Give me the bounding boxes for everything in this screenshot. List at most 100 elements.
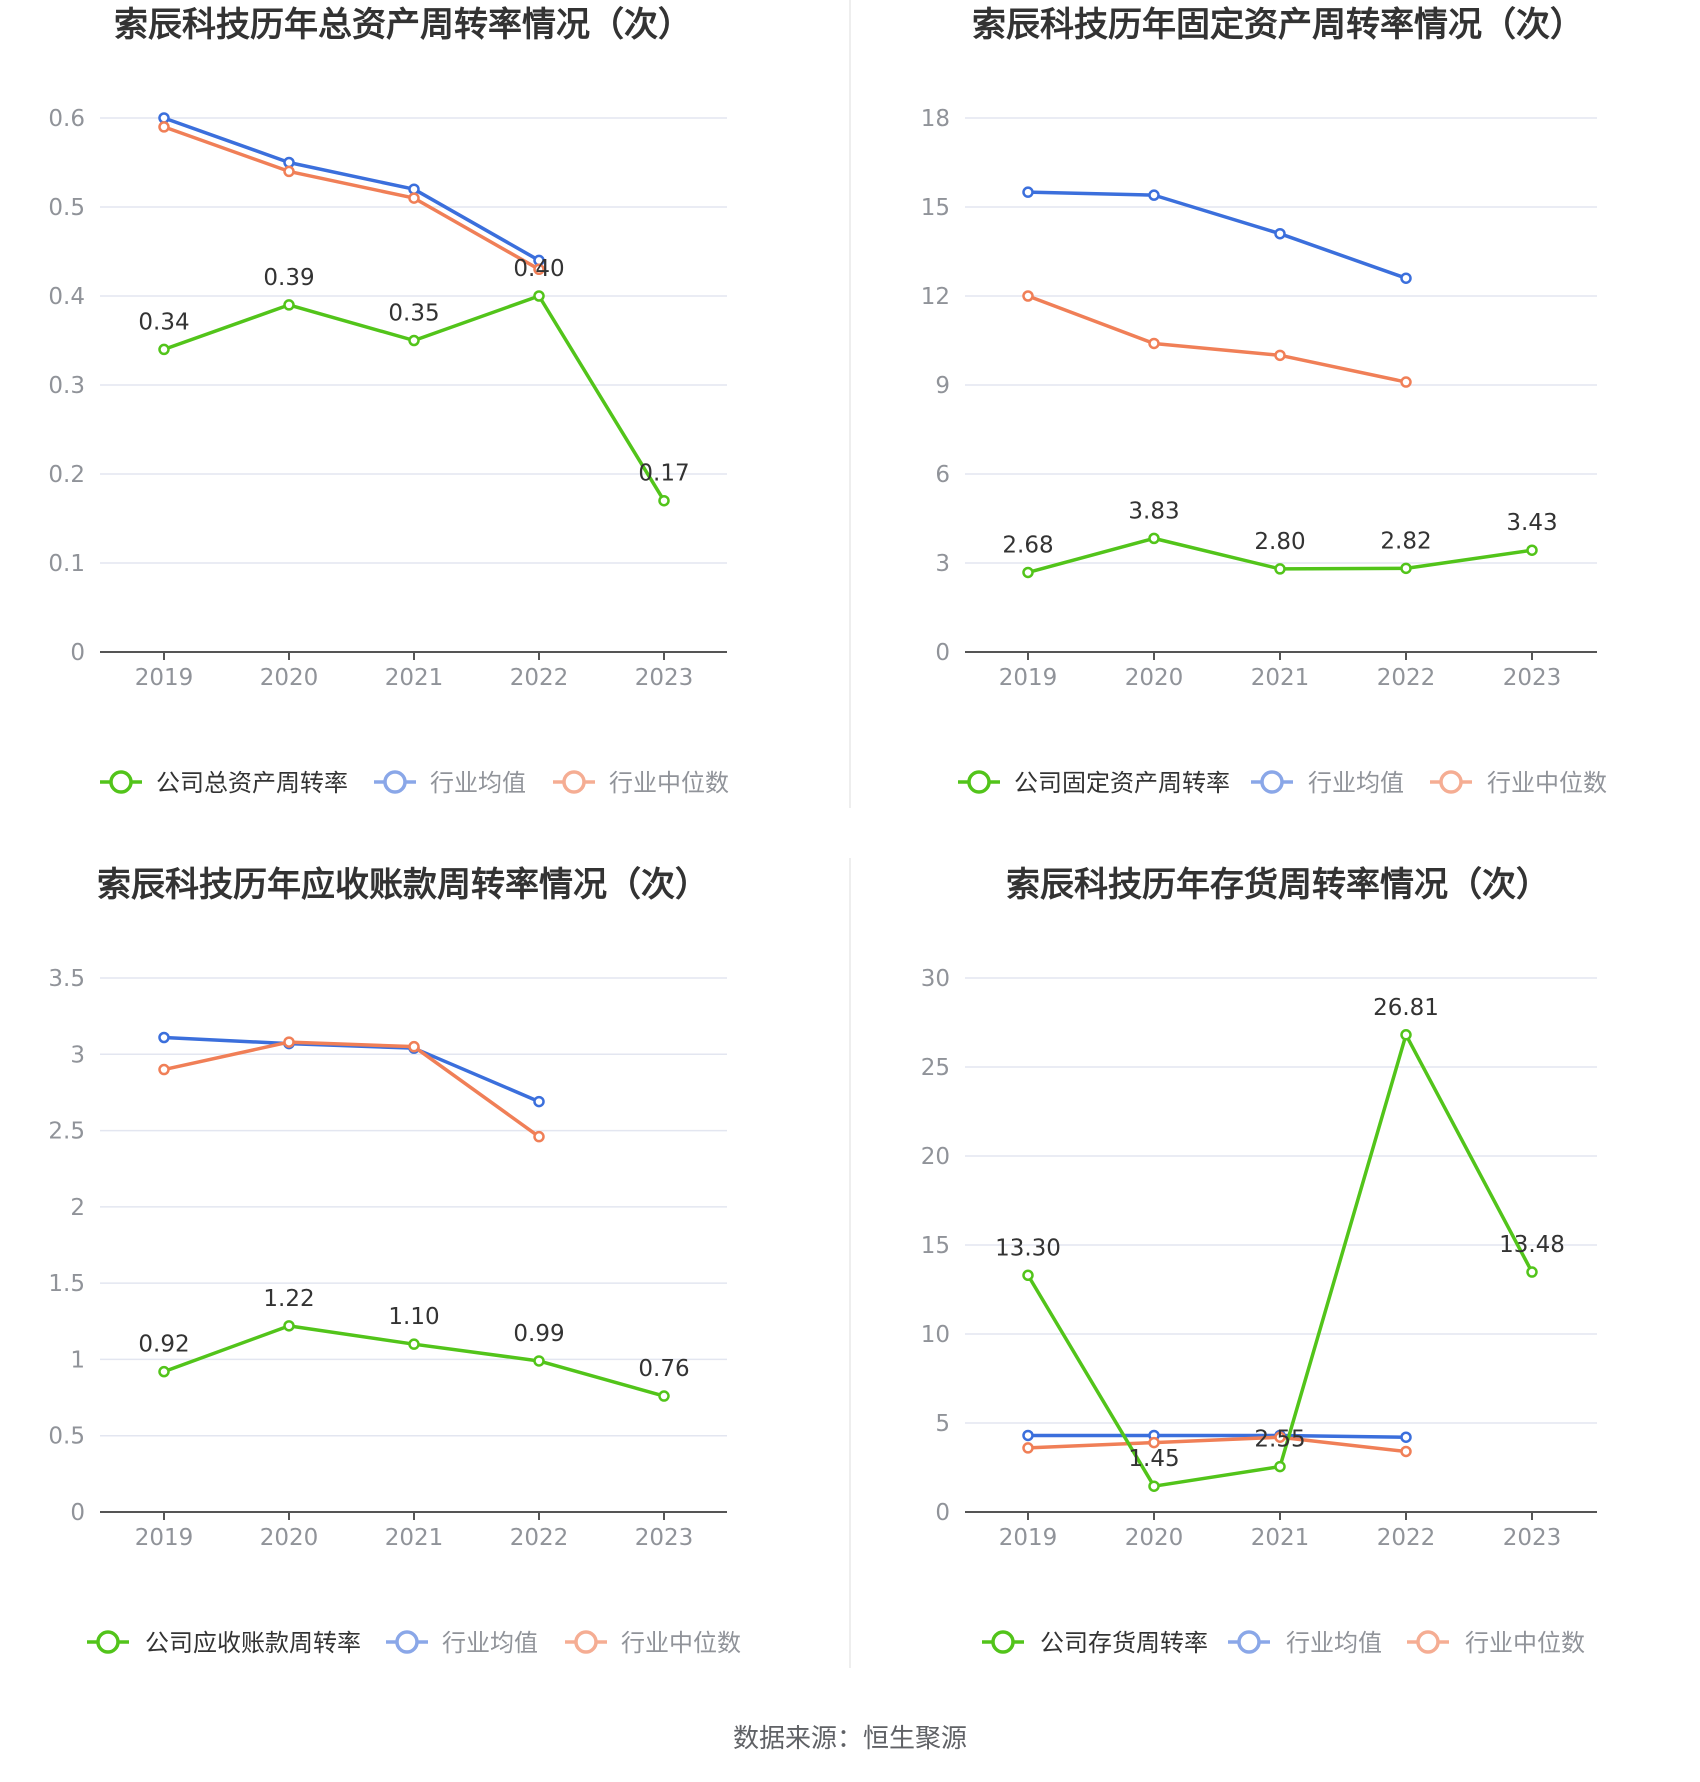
data-point-industry_median xyxy=(533,1130,545,1143)
data-point-industry_avg xyxy=(1400,1431,1412,1443)
data-point-industry_median xyxy=(533,263,545,276)
x-tick-label: 2019 xyxy=(135,665,194,691)
y-tick-label: 15 xyxy=(921,195,950,221)
legend-marker-industry_avg xyxy=(395,1630,419,1654)
legend-marker-industry_avg xyxy=(1237,1630,1261,1654)
x-tick-label: 2021 xyxy=(385,665,444,691)
x-tick-label: 2022 xyxy=(510,665,569,691)
data-label: 13.30 xyxy=(995,1235,1061,1261)
y-tick-label: 25 xyxy=(921,1055,950,1081)
x-tick-label: 2022 xyxy=(1377,665,1436,691)
data-point-industry_median xyxy=(1022,1442,1034,1454)
data-point-company xyxy=(1526,544,1538,556)
x-tick-label: 2023 xyxy=(1503,665,1562,691)
data-label: 1.22 xyxy=(263,1286,314,1312)
series-line-industry_avg xyxy=(163,1035,540,1104)
legend-label-industry_median: 行业中位数 xyxy=(1465,1629,1585,1657)
data-point-company xyxy=(1400,1029,1412,1041)
y-tick-label: 0.5 xyxy=(48,1424,85,1450)
x-tick-label: 2022 xyxy=(1377,1525,1436,1551)
legend-marker-company xyxy=(967,770,991,794)
x-tick-label: 2019 xyxy=(999,1525,1058,1551)
legend-marker-industry_median xyxy=(1416,1630,1440,1654)
y-tick-label: 0 xyxy=(935,640,950,666)
legend-label-industry_median: 行业中位数 xyxy=(609,769,729,797)
legend-marker-company xyxy=(109,770,133,794)
y-tick-label: 3.5 xyxy=(48,966,85,992)
x-tick-label: 2021 xyxy=(1251,1525,1310,1551)
x-tick-label: 2019 xyxy=(999,665,1058,691)
data-label: 0.35 xyxy=(388,301,439,327)
y-tick-label: 9 xyxy=(935,373,950,399)
x-tick-label: 2020 xyxy=(1125,665,1184,691)
y-tick-label: 0.1 xyxy=(48,551,85,577)
x-tick-label: 2023 xyxy=(635,1525,694,1551)
y-tick-label: 18 xyxy=(921,106,950,132)
series-line-industry_median xyxy=(163,1040,541,1139)
x-tick-label: 2020 xyxy=(260,665,319,691)
legend-label-industry_avg: 行业均值 xyxy=(1286,1629,1382,1657)
y-tick-label: 6 xyxy=(935,462,950,488)
chart-title: 索辰科技历年总资产周转率情况（次） xyxy=(114,5,692,45)
y-tick-label: 1.5 xyxy=(48,1271,85,1297)
data-point-company xyxy=(1526,1266,1538,1278)
data-label: 3.43 xyxy=(1506,510,1557,536)
series-line-industry_median xyxy=(1027,294,1407,384)
legend-label-industry_median: 行业中位数 xyxy=(1487,769,1607,797)
data-label: 1.45 xyxy=(1128,1446,1179,1472)
data-point-company xyxy=(1148,1480,1160,1492)
data-point-industry_median xyxy=(1148,1436,1160,1449)
data-point-company xyxy=(533,290,545,302)
y-tick-label: 30 xyxy=(921,966,950,992)
series-line-industry_avg xyxy=(1027,190,1407,280)
legend-label-company: 公司总资产周转率 xyxy=(156,769,348,797)
legend-marker-company xyxy=(96,1630,120,1654)
y-tick-label: 3 xyxy=(70,1042,85,1068)
data-point-industry_median xyxy=(408,1040,420,1053)
data-point-industry_avg xyxy=(158,1031,170,1044)
chart-title: 索辰科技历年应收账款周转率情况（次） xyxy=(97,865,709,905)
data-point-industry_median xyxy=(158,1063,170,1076)
legend-marker-company xyxy=(991,1630,1015,1654)
chart-title: 索辰科技历年存货周转率情况（次） xyxy=(1006,865,1550,905)
x-tick-label: 2019 xyxy=(135,1525,194,1551)
legend-marker-industry_median xyxy=(574,1630,598,1654)
legend-marker-industry_median xyxy=(562,770,586,794)
data-point-company xyxy=(283,299,295,311)
data-point-industry_median xyxy=(1274,349,1286,362)
data-point-industry_median xyxy=(408,192,420,204)
data-label: 2.82 xyxy=(1380,528,1431,554)
y-tick-label: 0.6 xyxy=(48,106,85,132)
series-line-industry_avg xyxy=(1028,1433,1407,1439)
data-point-company xyxy=(1148,532,1160,545)
data-point-industry_median xyxy=(1400,376,1412,388)
data-point-company xyxy=(1022,566,1034,579)
legend-marker-industry_median xyxy=(1439,770,1463,794)
y-tick-label: 0.4 xyxy=(48,284,85,310)
data-point-company xyxy=(283,1320,295,1332)
y-tick-label: 0 xyxy=(70,640,85,666)
data-point-industry_avg xyxy=(1022,1429,1034,1442)
y-tick-label: 0.3 xyxy=(48,373,85,399)
data-point-company xyxy=(158,1365,170,1378)
data-label: 3.83 xyxy=(1128,498,1179,524)
data-point-company xyxy=(533,1355,545,1367)
data-point-company xyxy=(408,1338,420,1350)
y-tick-label: 1 xyxy=(70,1347,85,1373)
legend-label-company: 公司应收账款周转率 xyxy=(145,1629,361,1657)
series-line-company xyxy=(163,1324,665,1398)
data-label: 0.92 xyxy=(138,1332,189,1358)
data-point-company xyxy=(658,494,670,507)
data-point-industry_median xyxy=(283,1036,295,1048)
data-source-note: 数据来源：恒生聚源 xyxy=(732,1724,967,1754)
data-point-company xyxy=(408,334,420,347)
y-tick-label: 2.5 xyxy=(48,1119,85,1145)
data-label: 0.17 xyxy=(638,461,689,487)
legend-marker-industry_avg xyxy=(1260,770,1284,794)
legend-label-industry_avg: 行业均值 xyxy=(442,1629,538,1657)
data-label: 13.48 xyxy=(1499,1232,1565,1258)
legend-label-company: 公司存货周转率 xyxy=(1040,1629,1208,1657)
data-point-company xyxy=(158,343,170,356)
data-point-industry_median xyxy=(158,121,170,133)
